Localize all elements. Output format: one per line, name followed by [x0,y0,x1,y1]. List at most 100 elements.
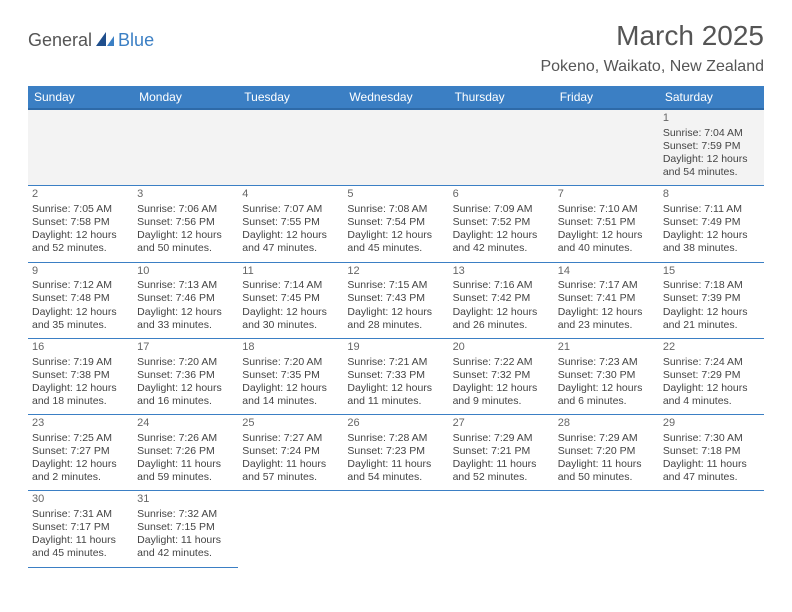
sunrise-text: Sunrise: 7:26 AM [137,432,234,445]
sunset-text: Sunset: 7:52 PM [453,216,550,229]
daylight-text: Daylight: 12 hours and 26 minutes. [453,306,550,332]
day-cell: 11Sunrise: 7:14 AMSunset: 7:45 PMDayligh… [238,262,343,338]
day-cell: 31Sunrise: 7:32 AMSunset: 7:15 PMDayligh… [133,491,238,567]
weekday-header: Monday [133,86,238,109]
daylight-text: Daylight: 12 hours and 54 minutes. [663,153,760,179]
sunrise-text: Sunrise: 7:27 AM [242,432,339,445]
day-cell: 26Sunrise: 7:28 AMSunset: 7:23 PMDayligh… [343,415,448,491]
empty-cell [28,109,133,186]
calendar-table: SundayMondayTuesdayWednesdayThursdayFrid… [28,86,764,568]
day-cell: 9Sunrise: 7:12 AMSunset: 7:48 PMDaylight… [28,262,133,338]
sunset-text: Sunset: 7:39 PM [663,292,760,305]
day-cell: 19Sunrise: 7:21 AMSunset: 7:33 PMDayligh… [343,338,448,414]
sunrise-text: Sunrise: 7:12 AM [32,279,129,292]
sunrise-text: Sunrise: 7:06 AM [137,203,234,216]
day-number: 6 [453,188,550,202]
daylight-text: Daylight: 12 hours and 14 minutes. [242,382,339,408]
daylight-text: Daylight: 12 hours and 50 minutes. [137,229,234,255]
sunrise-text: Sunrise: 7:05 AM [32,203,129,216]
day-cell: 22Sunrise: 7:24 AMSunset: 7:29 PMDayligh… [659,338,764,414]
day-number: 9 [32,265,129,279]
day-cell: 17Sunrise: 7:20 AMSunset: 7:36 PMDayligh… [133,338,238,414]
day-number: 11 [242,265,339,279]
day-number: 8 [663,188,760,202]
sunrise-text: Sunrise: 7:28 AM [347,432,444,445]
day-number: 13 [453,265,550,279]
day-cell: 25Sunrise: 7:27 AMSunset: 7:24 PMDayligh… [238,415,343,491]
daylight-text: Daylight: 11 hours and 45 minutes. [32,534,129,560]
daylight-text: Daylight: 11 hours and 54 minutes. [347,458,444,484]
day-number: 24 [137,417,234,431]
daylight-text: Daylight: 12 hours and 52 minutes. [32,229,129,255]
sunrise-text: Sunrise: 7:08 AM [347,203,444,216]
sunrise-text: Sunrise: 7:13 AM [137,279,234,292]
daylight-text: Daylight: 12 hours and 35 minutes. [32,306,129,332]
sunrise-text: Sunrise: 7:14 AM [242,279,339,292]
daylight-text: Daylight: 12 hours and 6 minutes. [558,382,655,408]
day-cell: 27Sunrise: 7:29 AMSunset: 7:21 PMDayligh… [449,415,554,491]
day-cell: 29Sunrise: 7:30 AMSunset: 7:18 PMDayligh… [659,415,764,491]
day-number: 30 [32,493,129,507]
day-cell: 12Sunrise: 7:15 AMSunset: 7:43 PMDayligh… [343,262,448,338]
day-cell: 15Sunrise: 7:18 AMSunset: 7:39 PMDayligh… [659,262,764,338]
sunset-text: Sunset: 7:21 PM [453,445,550,458]
empty-cell [449,491,554,567]
day-cell: 4Sunrise: 7:07 AMSunset: 7:55 PMDaylight… [238,186,343,262]
daylight-text: Daylight: 12 hours and 38 minutes. [663,229,760,255]
sunrise-text: Sunrise: 7:11 AM [663,203,760,216]
day-number: 23 [32,417,129,431]
sunset-text: Sunset: 7:43 PM [347,292,444,305]
daylight-text: Daylight: 12 hours and 23 minutes. [558,306,655,332]
location: Pokeno, Waikato, New Zealand [540,58,764,76]
empty-cell [133,109,238,186]
day-number: 26 [347,417,444,431]
weekday-header: Saturday [659,86,764,109]
day-number: 1 [663,112,760,126]
sunset-text: Sunset: 7:38 PM [32,369,129,382]
sunrise-text: Sunrise: 7:29 AM [453,432,550,445]
daylight-text: Daylight: 11 hours and 57 minutes. [242,458,339,484]
sunset-text: Sunset: 7:24 PM [242,445,339,458]
empty-cell [343,109,448,186]
daylight-text: Daylight: 12 hours and 33 minutes. [137,306,234,332]
day-number: 15 [663,265,760,279]
day-number: 17 [137,341,234,355]
sunrise-text: Sunrise: 7:20 AM [137,356,234,369]
sunrise-text: Sunrise: 7:10 AM [558,203,655,216]
daylight-text: Daylight: 11 hours and 42 minutes. [137,534,234,560]
sunset-text: Sunset: 7:15 PM [137,521,234,534]
sunrise-text: Sunrise: 7:29 AM [558,432,655,445]
daylight-text: Daylight: 12 hours and 11 minutes. [347,382,444,408]
day-cell: 7Sunrise: 7:10 AMSunset: 7:51 PMDaylight… [554,186,659,262]
day-number: 16 [32,341,129,355]
day-cell: 16Sunrise: 7:19 AMSunset: 7:38 PMDayligh… [28,338,133,414]
day-number: 22 [663,341,760,355]
daylight-text: Daylight: 12 hours and 2 minutes. [32,458,129,484]
daylight-text: Daylight: 12 hours and 30 minutes. [242,306,339,332]
day-cell: 21Sunrise: 7:23 AMSunset: 7:30 PMDayligh… [554,338,659,414]
sunrise-text: Sunrise: 7:16 AM [453,279,550,292]
sunset-text: Sunset: 7:36 PM [137,369,234,382]
day-number: 31 [137,493,234,507]
day-cell: 13Sunrise: 7:16 AMSunset: 7:42 PMDayligh… [449,262,554,338]
day-number: 21 [558,341,655,355]
day-number: 29 [663,417,760,431]
day-cell: 3Sunrise: 7:06 AMSunset: 7:56 PMDaylight… [133,186,238,262]
sunrise-text: Sunrise: 7:04 AM [663,127,760,140]
sunrise-text: Sunrise: 7:09 AM [453,203,550,216]
sunset-text: Sunset: 7:20 PM [558,445,655,458]
day-cell: 28Sunrise: 7:29 AMSunset: 7:20 PMDayligh… [554,415,659,491]
logo-text-blue: Blue [118,30,154,51]
sunset-text: Sunset: 7:45 PM [242,292,339,305]
day-cell: 2Sunrise: 7:05 AMSunset: 7:58 PMDaylight… [28,186,133,262]
day-number: 12 [347,265,444,279]
daylight-text: Daylight: 11 hours and 50 minutes. [558,458,655,484]
day-cell: 18Sunrise: 7:20 AMSunset: 7:35 PMDayligh… [238,338,343,414]
sunrise-text: Sunrise: 7:17 AM [558,279,655,292]
sunrise-text: Sunrise: 7:20 AM [242,356,339,369]
header: General Blue March 2025 Pokeno, Waikato,… [28,20,764,82]
sunset-text: Sunset: 7:18 PM [663,445,760,458]
day-cell: 23Sunrise: 7:25 AMSunset: 7:27 PMDayligh… [28,415,133,491]
sunset-text: Sunset: 7:42 PM [453,292,550,305]
day-number: 4 [242,188,339,202]
